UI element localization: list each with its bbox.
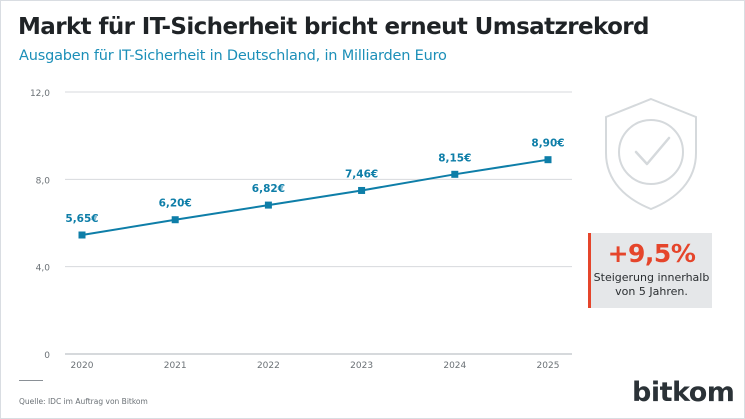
data-point (451, 170, 459, 178)
data-label: 6,82€ (252, 183, 285, 195)
data-point (78, 231, 86, 239)
y-tick-label: 12,0 (30, 89, 50, 99)
x-tick-label: 2024 (443, 361, 466, 371)
data-label: 8,15€ (438, 152, 471, 164)
x-tick-label: 2023 (350, 361, 373, 371)
data-point (544, 156, 552, 164)
x-tick-label: 2025 (537, 361, 560, 371)
x-tick-label: 2021 (164, 361, 187, 371)
growth-text-line2: von 5 Jahren. (615, 285, 688, 298)
x-tick-label: 2022 (257, 361, 280, 371)
y-tick-label: 4,0 (36, 264, 51, 274)
y-tick-label: 8,0 (36, 176, 51, 186)
data-point (358, 186, 366, 194)
source-divider (19, 380, 43, 381)
data-label: 7,46€ (345, 168, 378, 180)
shield-check-icon (605, 97, 697, 211)
bitkom-logo: bitkom (632, 377, 735, 408)
data-label: 6,20€ (159, 198, 192, 210)
data-label: 8,90€ (531, 138, 564, 150)
growth-callout: +9,5% Steigerung innerhalb von 5 Jahren. (588, 233, 712, 308)
growth-value: +9,5% (607, 239, 696, 268)
source-note: Quelle: IDC im Auftrag von Bitkom (19, 397, 148, 406)
x-tick-label: 2020 (71, 361, 94, 371)
data-point (171, 216, 179, 224)
data-label: 5,65€ (65, 213, 98, 225)
chart-title: Markt für IT-Sicherheit bricht erneut Um… (18, 14, 650, 40)
data-point (264, 201, 272, 209)
y-tick-label: 0 (44, 351, 50, 361)
chart-subtitle: Ausgaben für IT-Sicherheit in Deutschlan… (19, 48, 447, 64)
series-line (81, 158, 549, 236)
growth-text-line1: Steigerung innerhalb (593, 271, 710, 284)
